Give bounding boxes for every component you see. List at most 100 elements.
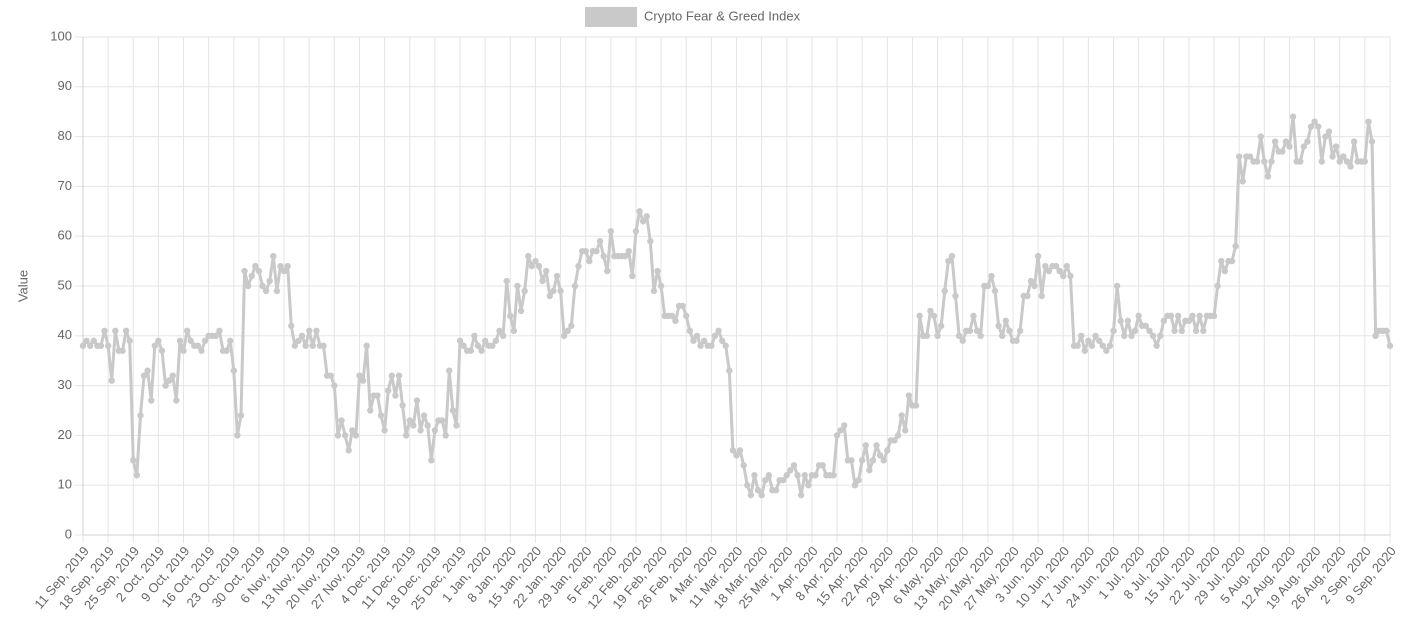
point [158, 347, 166, 354]
point [973, 327, 981, 335]
point [244, 282, 252, 290]
point [765, 472, 773, 479]
point [1361, 158, 1369, 165]
point [302, 342, 309, 349]
point [446, 367, 453, 374]
point [1074, 342, 1081, 349]
point [948, 252, 956, 260]
point [729, 447, 737, 454]
point [1271, 138, 1279, 145]
point [194, 342, 202, 349]
point [478, 347, 485, 354]
point [945, 257, 952, 265]
point [999, 332, 1006, 339]
point [262, 287, 270, 295]
point [934, 332, 941, 339]
point [309, 342, 317, 349]
point [86, 342, 94, 349]
point [1013, 337, 1020, 344]
point [327, 372, 334, 379]
point [212, 332, 220, 339]
point [295, 337, 302, 344]
point [165, 377, 173, 384]
point [708, 342, 715, 349]
point [140, 372, 148, 379]
point [270, 252, 277, 260]
point [388, 372, 395, 379]
point [1006, 327, 1013, 335]
point [474, 342, 482, 349]
point [1286, 143, 1293, 150]
point [1386, 342, 1394, 349]
point [313, 327, 320, 335]
point [1221, 267, 1229, 275]
point [916, 312, 923, 320]
point [288, 322, 295, 330]
point [1189, 312, 1196, 320]
point [438, 417, 446, 424]
point [1314, 123, 1322, 130]
point [902, 427, 909, 434]
point [306, 327, 313, 335]
point [1329, 153, 1336, 160]
point [230, 367, 238, 374]
point [1178, 327, 1185, 335]
point [83, 337, 90, 344]
point [255, 267, 263, 275]
point [352, 432, 360, 439]
point [1322, 133, 1329, 140]
point [744, 482, 751, 489]
point [180, 347, 187, 354]
point [941, 287, 948, 295]
point [604, 267, 611, 275]
point [794, 472, 801, 479]
point [1024, 292, 1031, 300]
point [930, 312, 938, 320]
point [898, 412, 905, 419]
y-axis-label: Value [15, 270, 30, 302]
point [787, 467, 794, 474]
point [471, 332, 478, 339]
point [805, 482, 812, 489]
point [406, 417, 413, 424]
point [1135, 312, 1142, 320]
point [1307, 123, 1315, 130]
point [1106, 342, 1114, 349]
point [1174, 312, 1182, 320]
point [837, 427, 844, 434]
point [1160, 317, 1167, 325]
point [740, 462, 747, 469]
point [277, 262, 284, 270]
point [481, 337, 489, 344]
point [1092, 332, 1099, 339]
point [413, 397, 421, 404]
point [966, 327, 974, 335]
point [144, 367, 151, 374]
point [126, 337, 133, 344]
point [754, 486, 762, 494]
point [377, 412, 385, 419]
point [758, 491, 765, 499]
point [456, 337, 464, 344]
point [119, 347, 126, 354]
point [876, 452, 884, 459]
point [1340, 153, 1347, 160]
point [198, 347, 205, 354]
point [122, 327, 130, 335]
point [1210, 312, 1218, 320]
point [1095, 337, 1103, 344]
point [1052, 262, 1060, 270]
point [686, 327, 694, 335]
point [905, 392, 913, 399]
y-tick-label: 90 [58, 78, 72, 93]
point [575, 262, 582, 270]
point [237, 412, 245, 419]
point [492, 337, 500, 344]
point [550, 287, 557, 295]
point [503, 277, 510, 285]
point [1282, 138, 1290, 145]
point [736, 447, 744, 454]
point [227, 337, 234, 344]
y-tick-label: 50 [58, 277, 72, 292]
point [1368, 138, 1376, 145]
